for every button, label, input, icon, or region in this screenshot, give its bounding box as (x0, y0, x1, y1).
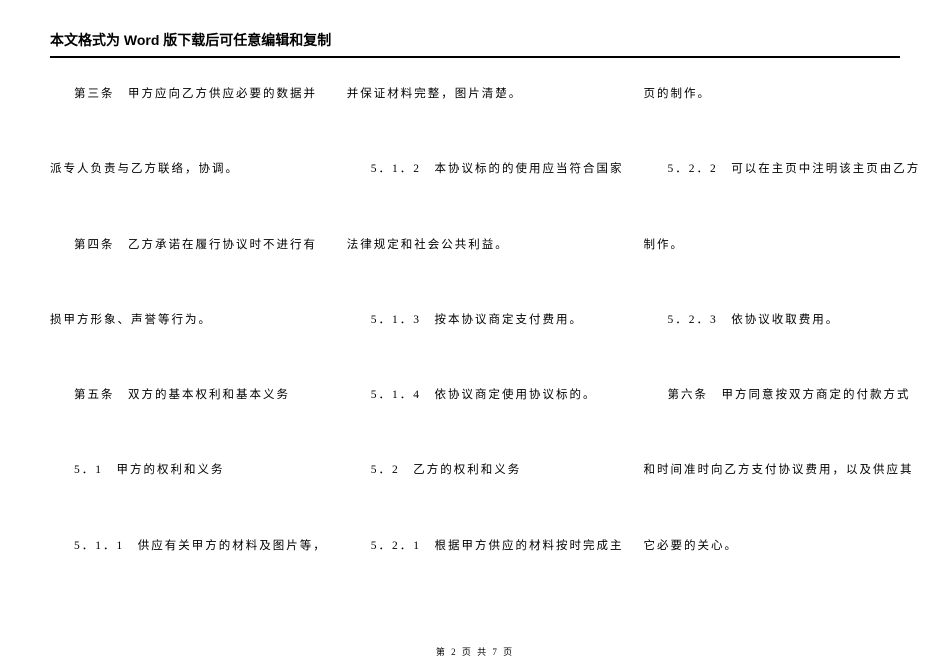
col2-line-5: 5．1．4 依协议商定使用协议标的。 (347, 387, 624, 404)
col2-line-7: 5．2．1 根据甲方供应的材料按时完成主 (347, 538, 624, 555)
document-page: 本文格式为 Word 版下载后可任意编辑和复制 第三条 甲方应向乙方供应必要的数… (0, 0, 950, 613)
col3-line-1: 页的制作。 (644, 86, 921, 103)
col3-line-3: 制作。 (644, 237, 921, 254)
col2-line-6: 5．2 乙方的权利和义务 (347, 462, 624, 479)
col2-line-4: 5．1．3 按本协议商定支付费用。 (347, 312, 624, 329)
page-header-title: 本文格式为 Word 版下载后可任意编辑和复制 (50, 30, 900, 58)
col1-line-2: 派专人负责与乙方联络，协调。 (50, 161, 327, 178)
col1-line-7: 5．1．1 供应有关甲方的材料及图片等， (50, 538, 327, 555)
column-1: 第三条 甲方应向乙方供应必要的数据并 派专人负责与乙方联络，协调。 第四条 乙方… (50, 86, 337, 613)
col1-line-3: 第四条 乙方承诺在履行协议时不进行有 (50, 237, 327, 254)
col3-line-6: 和时间准时向乙方支付协议费用，以及供应其 (644, 462, 921, 479)
col3-line-2: 5．2．2 可以在主页中注明该主页由乙方 (644, 161, 921, 178)
col3-line-4: 5．2．3 依协议收取费用。 (644, 312, 921, 329)
column-3: 页的制作。 5．2．2 可以在主页中注明该主页由乙方 制作。 5．2．3 依协议… (634, 86, 921, 613)
column-2: 并保证材料完整，图片清楚。 5．1．2 本协议标的的使用应当符合国家 法律规定和… (337, 86, 634, 613)
col3-line-5: 第六条 甲方同意按双方商定的付款方式 (644, 387, 921, 404)
col2-line-3: 法律规定和社会公共利益。 (347, 237, 624, 254)
col1-line-6: 5．1 甲方的权利和义务 (50, 462, 327, 479)
col1-line-4: 损甲方形象、声誉等行为。 (50, 312, 327, 329)
col3-line-7: 它必要的关心。 (644, 538, 921, 555)
col1-line-5: 第五条 双方的基本权利和基本义务 (50, 387, 327, 404)
content-columns: 第三条 甲方应向乙方供应必要的数据并 派专人负责与乙方联络，协调。 第四条 乙方… (50, 86, 900, 613)
col2-line-2: 5．1．2 本协议标的的使用应当符合国家 (347, 161, 624, 178)
col1-line-1: 第三条 甲方应向乙方供应必要的数据并 (50, 86, 327, 103)
page-footer: 第 2 页 共 7 页 (0, 645, 950, 658)
col2-line-1: 并保证材料完整，图片清楚。 (347, 86, 624, 103)
